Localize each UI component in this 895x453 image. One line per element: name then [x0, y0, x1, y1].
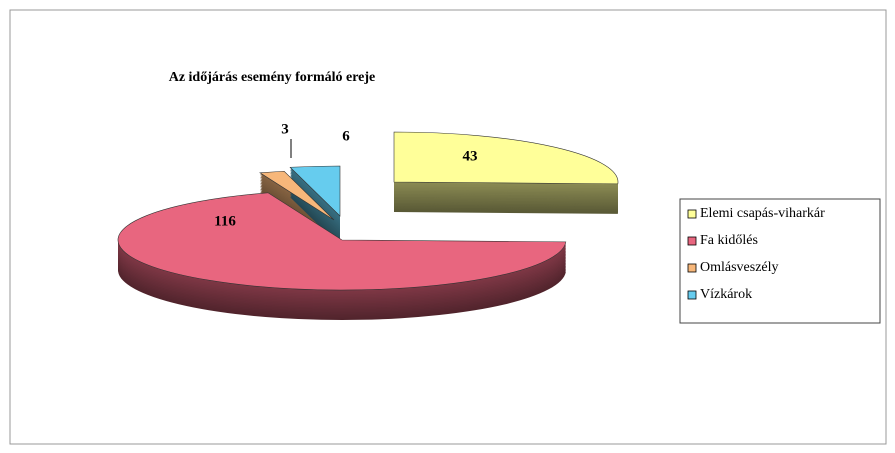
slice: [393, 131, 619, 185]
slice: [117, 192, 567, 291]
legend: [679, 198, 881, 324]
legend-label: Vízkárok: [700, 287, 752, 302]
chart-title: Az időjárás esemény formáló ereje: [169, 70, 376, 85]
data-label: 3: [281, 121, 289, 137]
legend-label: Elemi csapás-viharkár: [700, 206, 825, 221]
legend-label: Fa kidőlés: [700, 233, 758, 248]
data-label: 43: [463, 148, 478, 164]
legend-swatch: [687, 290, 697, 300]
legend-label: Omlásveszély: [700, 260, 779, 275]
data-label: 116: [214, 213, 236, 229]
slice: [289, 165, 341, 217]
legend-swatch: [687, 209, 697, 219]
legend-swatch: [687, 236, 697, 246]
legend-swatch: [687, 263, 697, 273]
data-label: 6: [342, 128, 350, 144]
slice: [259, 170, 335, 221]
